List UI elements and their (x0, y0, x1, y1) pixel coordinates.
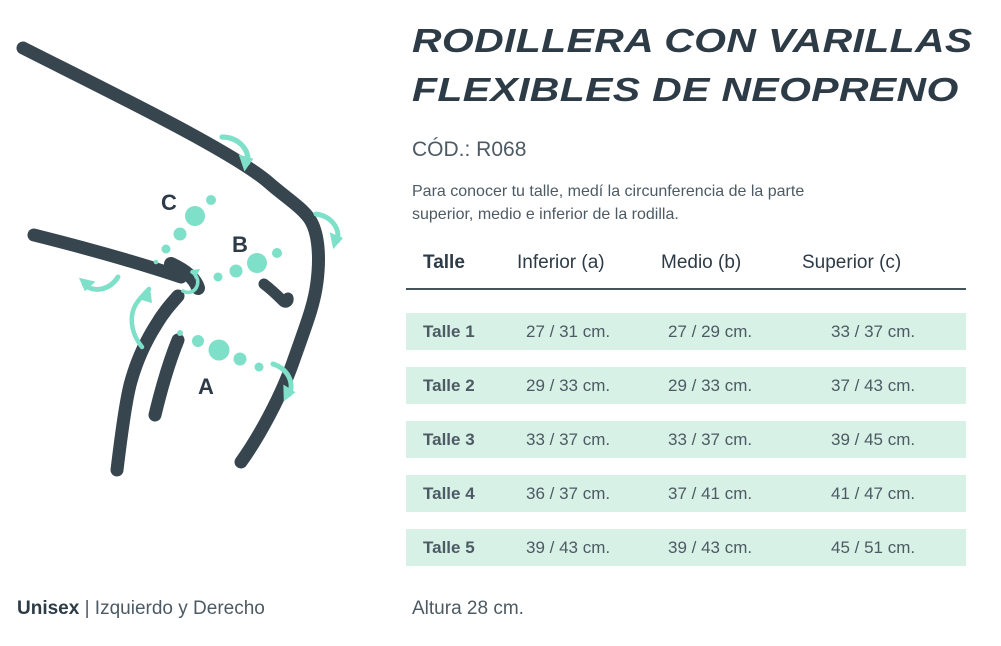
svg-text:B: B (232, 232, 248, 257)
svg-text:C: C (161, 190, 177, 215)
svg-text:A: A (198, 374, 214, 399)
